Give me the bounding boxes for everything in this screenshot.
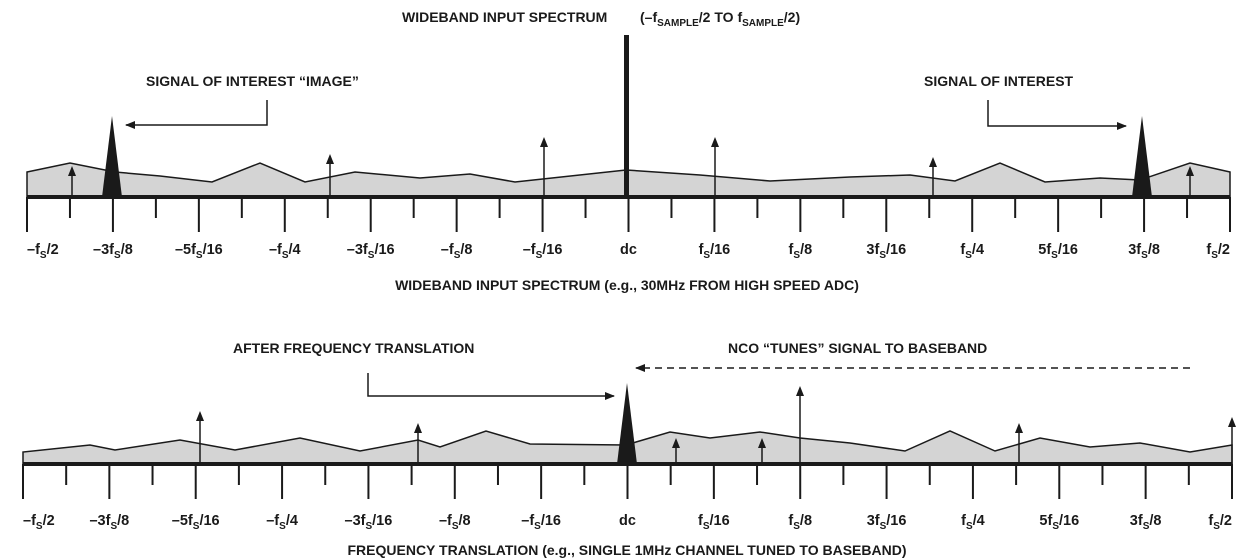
bottom-small-arrows	[196, 386, 1236, 464]
small-arrow	[711, 137, 719, 197]
small-arrow	[672, 438, 680, 464]
tick-label: –fS/8	[441, 242, 473, 261]
translation-label: AFTER FREQUENCY TRANSLATION	[233, 340, 474, 356]
tick-label: fS/16	[699, 242, 731, 261]
small-arrow	[1015, 423, 1023, 464]
tick-label: fS/16	[698, 513, 730, 532]
tick-label: 3fS/8	[1128, 242, 1160, 261]
small-arrow	[796, 386, 804, 464]
small-arrow	[540, 137, 548, 197]
tick-label: fS/4	[961, 513, 985, 532]
tick-label: dc	[620, 242, 637, 258]
tick-label: –3fS/8	[93, 242, 133, 261]
tick-label: fS/8	[789, 242, 813, 261]
signal-of-interest-label: SIGNAL OF INTEREST	[924, 73, 1074, 89]
small-arrow	[1228, 417, 1236, 464]
signal-image-callout	[125, 100, 268, 129]
small-arrow	[758, 438, 766, 464]
tick-label: –3fS/8	[89, 513, 129, 532]
nco-label: NCO “TUNES” SIGNAL TO BASEBAND	[728, 340, 987, 356]
tick-label: fS/2	[1206, 242, 1230, 261]
signal-image-label: SIGNAL OF INTEREST “IMAGE”	[146, 73, 359, 89]
tick-label: 3fS/16	[866, 242, 906, 261]
small-arrow	[68, 166, 76, 197]
top-spectrum-panel: WIDEBAND INPUT SPECTRUM (–fSAMPLE/2 TO f…	[26, 9, 1231, 293]
tick-label: –fS/16	[521, 513, 561, 532]
tick-label: –5fS/16	[175, 242, 223, 261]
translation-callout	[367, 373, 615, 400]
signal-of-interest-callout	[987, 100, 1127, 130]
top-heading-range: (–fSAMPLE/2 TO fSAMPLE/2)	[640, 9, 800, 29]
baseband-signal-peak	[617, 383, 637, 464]
small-arrow	[196, 411, 204, 464]
tick-label: 5fS/16	[1038, 242, 1078, 261]
tick-label: fS/8	[788, 513, 812, 532]
top-axis-ticks	[26, 197, 1231, 232]
tick-label: fS/2	[1208, 513, 1232, 532]
bottom-axis-tick-labels: –fS/2 –3fS/8 –5fS/16 –fS/4 –3fS/16 –fS/8 –fS/1…	[23, 513, 1232, 532]
small-arrow	[929, 157, 937, 197]
bottom-spectrum-panel: AFTER FREQUENCY TRANSLATION NCO “TUNES” …	[22, 340, 1236, 558]
tick-label: –3fS/16	[345, 513, 393, 532]
tick-label: fS/4	[960, 242, 984, 261]
bottom-axis-ticks	[22, 464, 1233, 499]
tick-label: –fS/8	[439, 513, 471, 532]
bottom-caption: FREQUENCY TRANSLATION (e.g., SINGLE 1MHz…	[348, 542, 907, 558]
small-arrow	[1186, 166, 1194, 197]
tick-label: 5fS/16	[1039, 513, 1079, 532]
tick-label: –fS/2	[23, 513, 55, 532]
tick-label: –fS/4	[269, 242, 301, 261]
tick-label: dc	[619, 513, 636, 529]
signal-of-interest-peak	[1132, 116, 1152, 197]
signal-image-peak	[102, 116, 122, 197]
top-heading: WIDEBAND INPUT SPECTRUM	[402, 9, 607, 25]
small-arrow	[414, 423, 422, 464]
top-axis-tick-labels: –fS/2 –3fS/8 –5fS/16 –fS/4 –3fS/16 –fS/8 –fS/1…	[27, 242, 1230, 261]
dc-wideband-marker	[624, 35, 629, 197]
small-arrow	[326, 154, 334, 197]
top-small-arrows	[68, 137, 1194, 197]
tick-label: –fS/2	[27, 242, 59, 261]
top-caption: WIDEBAND INPUT SPECTRUM (e.g., 30MHz FRO…	[395, 277, 859, 293]
tick-label: 3fS/8	[1130, 513, 1162, 532]
tick-label: 3fS/16	[867, 513, 907, 532]
tick-label: –fS/4	[266, 513, 298, 532]
tick-label: –5fS/16	[172, 513, 220, 532]
tick-label: –3fS/16	[347, 242, 395, 261]
tick-label: –fS/16	[523, 242, 563, 261]
